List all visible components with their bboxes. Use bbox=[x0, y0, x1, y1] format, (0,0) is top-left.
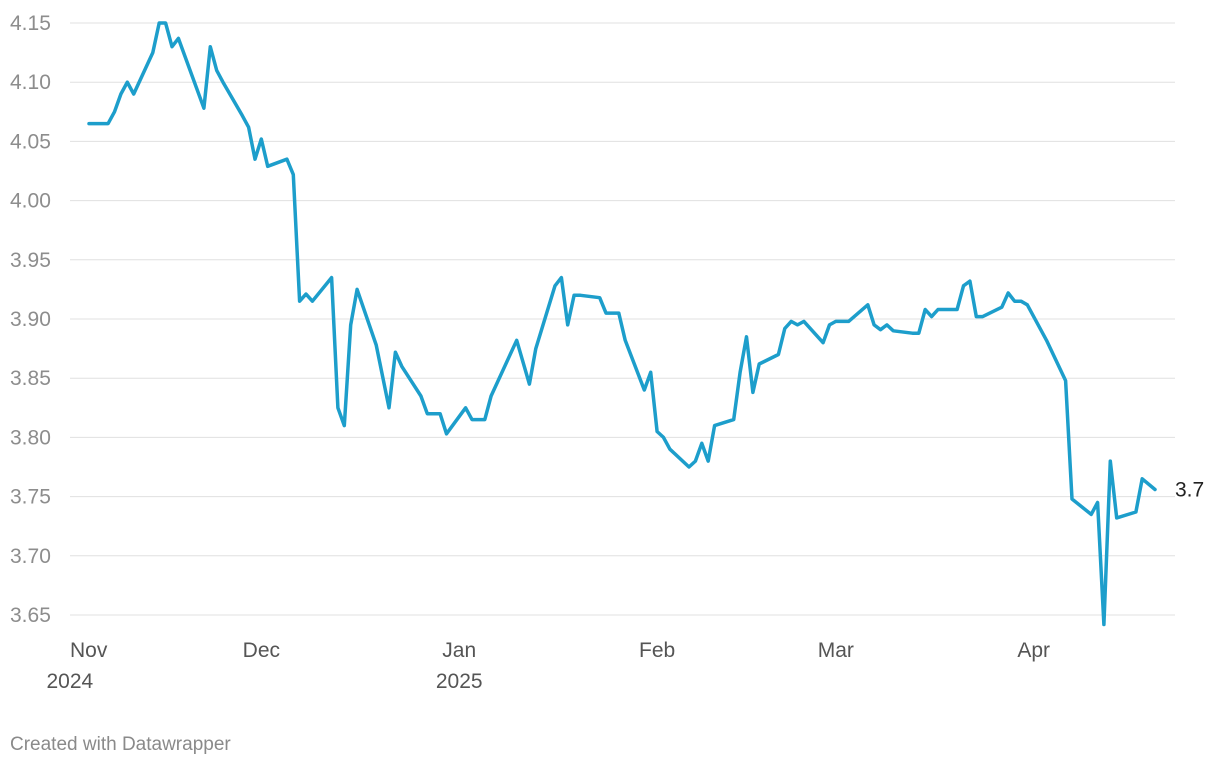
y-tick-label: 3.95 bbox=[10, 249, 51, 272]
y-tick-label: 4.05 bbox=[10, 130, 51, 153]
x-tick-year-label: 2025 bbox=[436, 670, 483, 693]
x-tick-label: Jan bbox=[442, 639, 476, 662]
x-tick-label: Feb bbox=[639, 639, 675, 662]
y-tick-label: 3.90 bbox=[10, 308, 51, 331]
x-axis-tick-labels: Nov 2024 Dec Jan 2025 Feb Mar Apr bbox=[46, 639, 1050, 693]
x-tick-label: Mar bbox=[818, 639, 854, 662]
series-group bbox=[87, 21, 1157, 627]
y-tick-label: 3.75 bbox=[10, 486, 51, 509]
x-tick-year-label: 2024 bbox=[46, 670, 93, 693]
credit-text: Created with Datawrapper bbox=[10, 734, 231, 755]
series-line bbox=[87, 21, 1157, 627]
y-tick-label: 4.10 bbox=[10, 71, 51, 94]
y-axis-tick-labels: 4.15 4.10 4.05 4.00 3.95 3.90 3.85 3.80 3.75 3.70… bbox=[10, 12, 51, 627]
y-tick-label: 3.65 bbox=[10, 604, 51, 627]
end-label-group: 3.7 bbox=[1175, 478, 1204, 501]
y-tick-label: 4.00 bbox=[10, 190, 51, 213]
x-tick-label: Dec bbox=[243, 639, 280, 662]
y-tick-label: 3.80 bbox=[10, 426, 51, 449]
x-tick-label: Apr bbox=[1017, 639, 1050, 662]
x-tick-label: Nov bbox=[70, 639, 108, 662]
y-tick-label: 4.15 bbox=[10, 12, 51, 35]
end-value-label: 3.7 bbox=[1175, 478, 1204, 501]
gridlines bbox=[70, 22, 1175, 616]
y-tick-label: 3.85 bbox=[10, 367, 51, 390]
y-tick-label: 3.70 bbox=[10, 545, 51, 568]
